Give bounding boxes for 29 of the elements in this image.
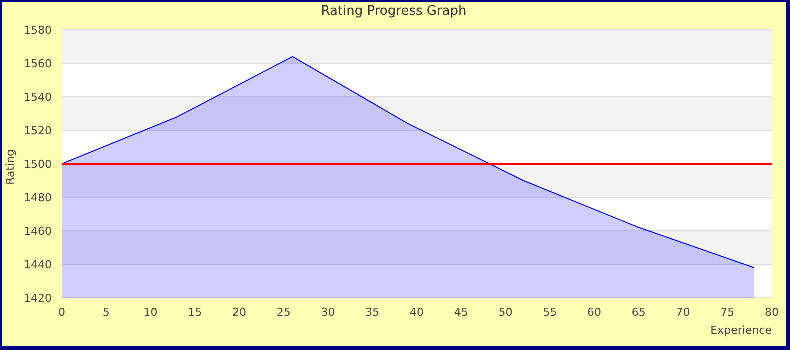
x-tick-label: 40 <box>410 306 424 319</box>
x-tick-label: 50 <box>498 306 513 319</box>
x-tick-label: 0 <box>58 306 66 319</box>
x-tick-label: 25 <box>276 306 291 319</box>
y-tick-label: 1540 <box>24 90 52 104</box>
x-tick-label: 35 <box>366 306 380 319</box>
y-tick-label: 1420 <box>24 292 52 305</box>
y-tick-label: 1560 <box>24 57 52 70</box>
y-tick-label: 1480 <box>24 191 52 204</box>
x-tick-label: 20 <box>232 306 246 319</box>
x-tick-label: 45 <box>454 306 468 319</box>
x-tick-label: 55 <box>543 306 558 319</box>
x-tick-label: 80 <box>765 306 779 319</box>
x-tick-label: 15 <box>188 306 202 319</box>
x-tick-label: 5 <box>102 306 110 319</box>
y-tick-label: 1580 <box>24 24 52 37</box>
x-axis-title: Experience <box>710 324 772 337</box>
x-tick-label: 30 <box>321 306 336 319</box>
y-tick-label: 1460 <box>24 224 52 238</box>
x-tick-label: 60 <box>588 306 602 319</box>
x-tick-label: 10 <box>144 306 158 319</box>
y-tick-label: 1500 <box>24 158 52 171</box>
chart-title: Rating Progress Graph <box>320 4 468 19</box>
x-tick-label: 70 <box>676 306 690 319</box>
x-tick-label: 65 <box>632 306 646 319</box>
y-axis-title: Rating <box>4 150 17 185</box>
y-tick-label: 1520 <box>24 124 52 138</box>
y-tick-label: 1440 <box>24 258 52 272</box>
x-tick-label: 75 <box>720 306 735 319</box>
